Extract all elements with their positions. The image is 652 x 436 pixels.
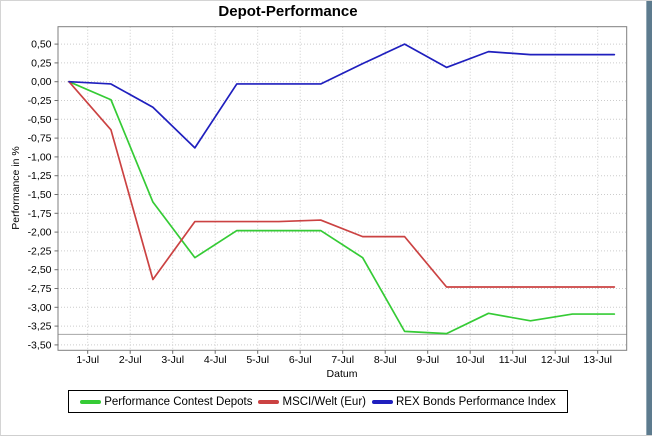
y-tick-label: -2,75 [28, 283, 52, 295]
x-tick-label: 9-Jul [416, 354, 439, 366]
y-tick-label: -0,25 [28, 95, 52, 107]
series-line-performance-contest-depots [68, 80, 616, 335]
y-tick-label: -2,50 [28, 264, 52, 276]
y-tick-label: -0,75 [28, 133, 52, 145]
series-line-msci-welt-eur- [68, 80, 616, 288]
x-tick-label: 6-Jul [289, 354, 312, 366]
legend-swatch [258, 399, 280, 404]
legend-item-label: REX Bonds Performance Index [395, 395, 556, 408]
y-tick-label: -3,50 [28, 339, 52, 351]
y-tick-label: -1,00 [28, 151, 52, 163]
y-tick-label: 0,25 [31, 57, 52, 69]
y-tick-label: -1,50 [28, 189, 52, 201]
legend-swatch [371, 399, 393, 404]
x-tick-label: 4-Jul [204, 354, 227, 366]
legend-item: REX Bonds Performance Index [371, 395, 556, 408]
legend: Performance Contest Depots MSCI/Welt (Eur… [68, 390, 568, 413]
legend-item: Performance Contest Depots [80, 396, 252, 408]
y-tick-label: -0,50 [28, 114, 52, 126]
y-tick-label: -3,25 [28, 321, 52, 333]
y-tick-label: -1,25 [28, 170, 52, 182]
y-tick-label: 0,00 [31, 76, 52, 88]
x-tick-label: 12-Jul [541, 354, 570, 366]
y-tick-label: -3,00 [28, 302, 52, 314]
x-tick-label: 2-Jul [119, 354, 142, 366]
x-tick-label: 1-Jul [76, 354, 99, 366]
legend-item-label: MSCI/Welt (Eur) [282, 395, 366, 408]
legend-swatch [80, 399, 102, 404]
y-tick-label: -1,75 [28, 208, 52, 220]
y-tick-label: -2,00 [28, 227, 52, 239]
x-tick-label: 13-Jul [583, 354, 612, 366]
legend-item: MSCI/Welt (Eur) [258, 396, 366, 408]
y-tick-label: -2,25 [28, 245, 52, 257]
x-axis-title: Datum [326, 368, 358, 380]
x-tick-label: 3-Jul [161, 354, 184, 366]
x-tick-label: 10-Jul [456, 354, 485, 366]
x-tick-label: 8-Jul [374, 354, 397, 366]
legend-item-label: Performance Contest Depots [104, 395, 253, 408]
x-tick-label: 5-Jul [246, 354, 269, 366]
window-right-edge [646, 1, 652, 435]
series-line-rex-bonds-performance-index [68, 43, 616, 149]
y-tick-label: 0,50 [31, 39, 52, 51]
x-tick-label: 11-Jul [499, 354, 527, 366]
chart-title: Depot-Performance [218, 3, 358, 20]
x-tick-label: 7-Jul [331, 354, 354, 366]
